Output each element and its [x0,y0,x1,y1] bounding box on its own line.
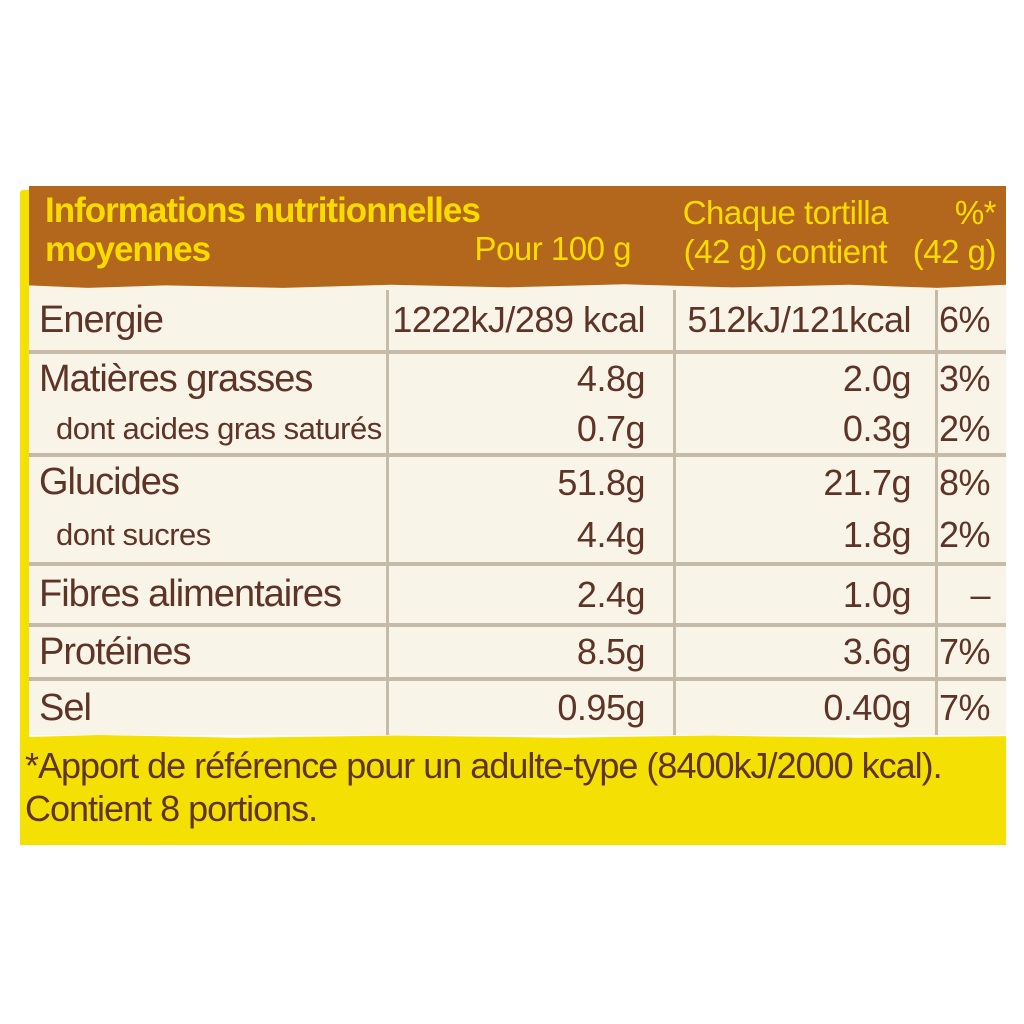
label-content: Informations nutritionnelles moyennes Po… [29,186,1006,735]
column-header-per-portion-line1: Chaque tortilla [682,194,889,231]
footer-portions-line: Contient 8 portions. [25,788,318,829]
value-per-100g: 4.8g [386,354,673,404]
nutrient-label: Energie [39,298,164,341]
nutrient-label: Fibres alimentaires [39,573,342,615]
value-percent: – [935,566,1006,623]
value-per-portion: 21.7g [673,457,935,508]
value-per-100g: 0.7g [386,404,673,453]
table-row-sel: Sel 0.95g 0.40g 7% [29,677,1006,735]
nutrition-table: Energie 1222kJ/289 kcal 512kJ/121kcal 6%… [29,290,1006,735]
value-percent: 2% [935,508,1006,562]
nutrient-label: Matières grasses [39,357,313,400]
value-per-portion: 3.6g [673,627,935,677]
table-row-glucides: Glucides 51.8g 21.7g 8% [29,453,1006,508]
nutrient-label: Glucides [39,461,180,503]
value-per-portion: 1.8g [673,508,935,562]
value-per-100g: 8.5g [386,627,673,677]
table-title-line1: Informations nutritionnelles [45,191,481,230]
column-header-per-portion: Chaque tortilla (42 g) contient [682,193,889,271]
table-title-line2: moyennes [45,230,211,269]
column-header-percent: %* (42 g) [912,193,997,271]
footer-reference-line: *Apport de référence pour un adulte-type… [25,745,943,786]
nutrient-label: Protéines [39,630,192,673]
table-row-proteines: Protéines 8.5g 3.6g 7% [29,623,1006,677]
table-row-sucres: dont sucres 4.4g 1.8g 2% [29,508,1006,562]
value-percent: 8% [935,457,1006,508]
value-per-100g: 4.4g [386,508,673,562]
value-percent: 6% [935,290,1006,350]
left-accent-stripe [20,190,29,845]
column-header-per-portion-line2: (42 g) contient [683,233,888,270]
nutrient-sublabel: dont acides gras saturés [56,410,382,446]
value-percent: 2% [935,404,1006,453]
column-header-percent-line1: %* [954,194,997,231]
value-per-portion: 512kJ/121kcal [673,290,935,350]
column-header-percent-line2: (42 g) [912,233,997,270]
table-row-fibres: Fibres alimentaires 2.4g 1.0g – [29,562,1006,623]
value-percent: 3% [935,354,1006,404]
nutrition-label: Informations nutritionnelles moyennes Po… [20,186,1006,845]
value-per-100g: 2.4g [386,566,673,623]
nutrient-sublabel: dont sucres [56,517,211,552]
table-row-matieres-grasses: Matières grasses 4.8g 2.0g 3% [29,350,1006,404]
value-per-100g: 51.8g [386,457,673,508]
column-header-per-100g: Pour 100 g [474,230,632,267]
nutrient-label: Sel [39,686,92,729]
value-per-100g: 0.95g [386,681,673,735]
value-per-portion: 0.40g [673,681,935,735]
value-per-100g: 1222kJ/289 kcal [386,290,673,350]
table-header: Informations nutritionnelles moyennes Po… [29,186,1006,288]
value-percent: 7% [935,681,1006,735]
table-row-acides-gras-satures: dont acides gras saturés 0.7g 0.3g 2% [29,404,1006,453]
value-per-portion: 1.0g [673,566,935,623]
value-percent: 7% [935,627,1006,677]
table-row-energie: Energie 1222kJ/289 kcal 512kJ/121kcal 6% [29,290,1006,350]
value-per-portion: 0.3g [673,404,935,453]
table-title: Informations nutritionnelles moyennes [45,191,481,269]
value-per-portion: 2.0g [673,354,935,404]
footer-note: *Apport de référence pour un adulte-type… [20,735,1006,845]
